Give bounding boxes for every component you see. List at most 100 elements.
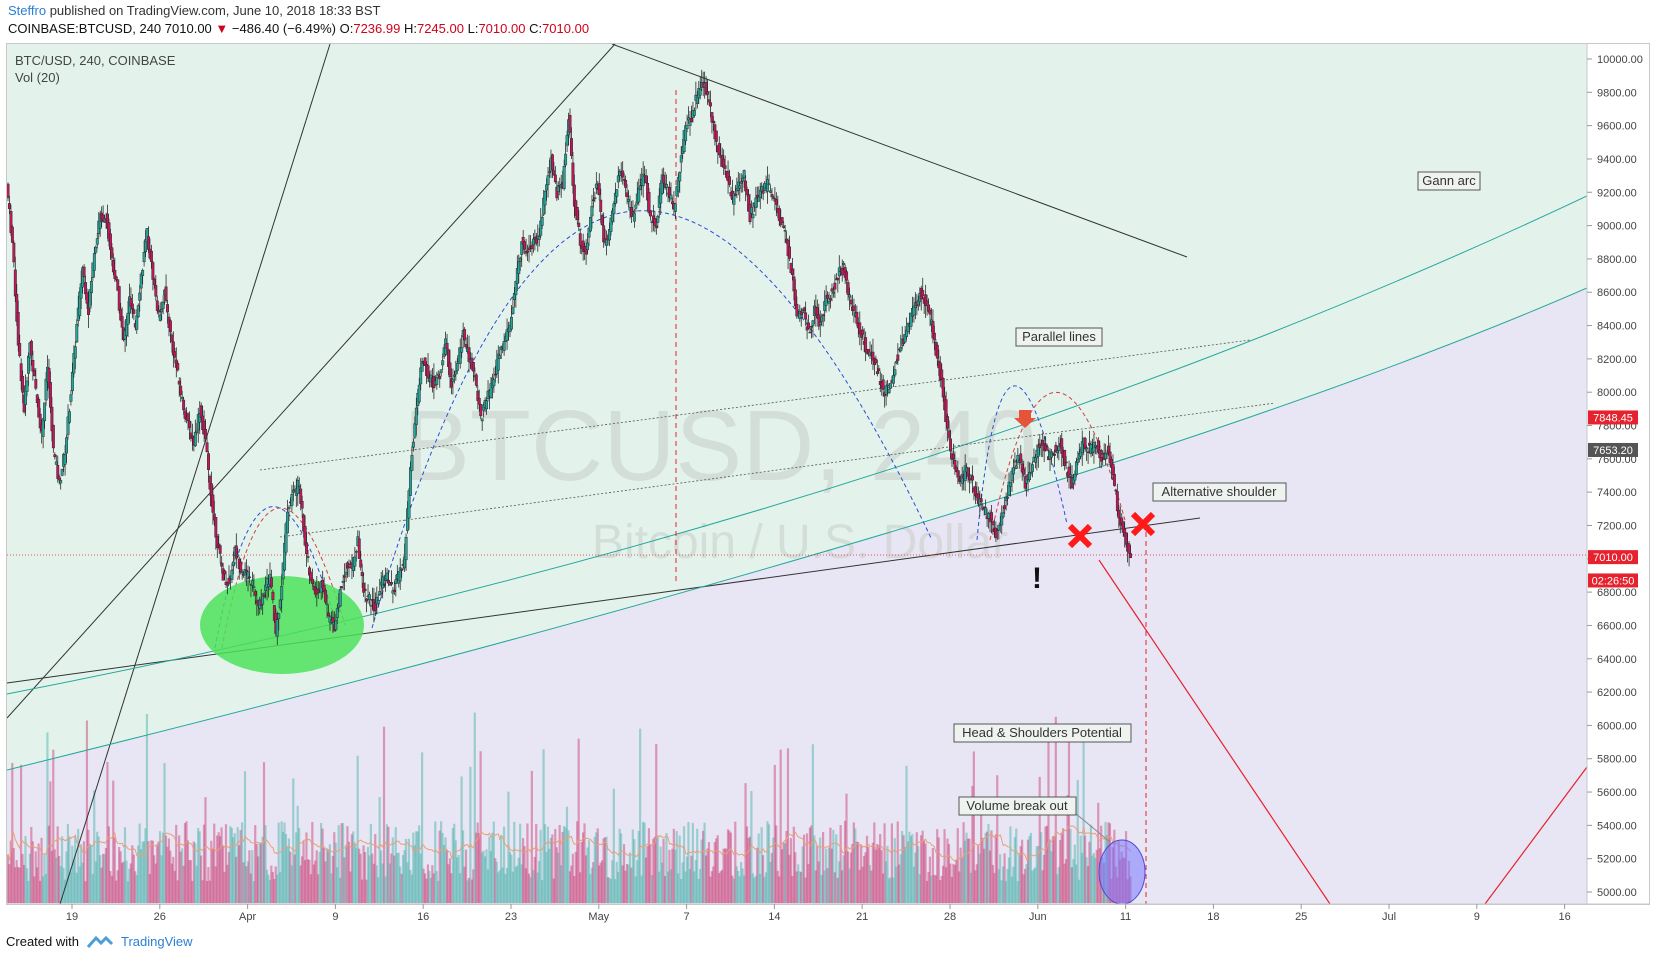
volume-bar xyxy=(1018,853,1021,903)
volume-bar xyxy=(126,881,130,903)
volume-bar xyxy=(991,864,994,903)
candle xyxy=(615,189,619,204)
volume-bar xyxy=(729,832,732,903)
volume-bar xyxy=(633,839,636,903)
volume-bar xyxy=(27,880,30,903)
volume-bar xyxy=(933,874,936,903)
volume-bar xyxy=(123,827,127,903)
author-link[interactable]: Steffro xyxy=(8,3,47,18)
volume-bar xyxy=(328,844,331,903)
volume-bar xyxy=(876,843,879,903)
price-scale[interactable]: 10000.00 9800.00 9600.00 9400.00 9200.00 9000… xyxy=(1587,54,1643,899)
volume-bar xyxy=(802,834,806,903)
volume-bar xyxy=(274,866,277,903)
volume-bar xyxy=(406,862,409,903)
candlesticks xyxy=(7,69,1132,645)
candle xyxy=(420,357,424,372)
volume-bar xyxy=(365,879,368,903)
candle xyxy=(248,566,251,584)
volume-bar xyxy=(1063,863,1066,903)
volume-bar xyxy=(573,876,576,903)
volume-bar xyxy=(100,867,103,903)
candle xyxy=(673,202,677,220)
volume-bar xyxy=(893,838,896,903)
candle xyxy=(56,455,60,483)
volume-bar xyxy=(595,832,598,903)
price-tick-label: 8200.00 xyxy=(1597,354,1637,366)
candle xyxy=(305,531,309,567)
volume-bar xyxy=(754,875,757,903)
volume-bar xyxy=(1092,852,1095,903)
candle xyxy=(108,228,112,261)
candle xyxy=(684,121,688,146)
volume-bar xyxy=(349,871,352,903)
candle xyxy=(590,194,594,229)
volume-bar xyxy=(593,836,596,903)
candle xyxy=(479,403,483,419)
volume-bar xyxy=(543,824,547,903)
volume-bar xyxy=(407,838,411,903)
candle xyxy=(599,188,603,224)
time-scale[interactable]: 19 26 Apr 9 16 23 May 7 14 21 28 Jun 11 18 25 Jul 9 16 xyxy=(66,904,1571,923)
volume-bar xyxy=(306,859,310,903)
volume-bar xyxy=(300,856,304,903)
volume-bar xyxy=(428,870,431,903)
candle xyxy=(698,76,702,100)
volume-bar xyxy=(457,854,460,903)
volume-bar xyxy=(382,726,386,903)
volume-bar xyxy=(710,871,713,903)
candle xyxy=(586,233,590,255)
volume-bar xyxy=(962,822,965,903)
volume-bar xyxy=(554,828,557,903)
volume-bar xyxy=(917,846,920,903)
volume-bar xyxy=(254,825,257,903)
volume-bar xyxy=(943,829,946,903)
volume-bar xyxy=(589,873,592,903)
volume-bar xyxy=(1057,867,1060,903)
candle xyxy=(414,397,418,436)
candle xyxy=(1073,470,1077,486)
volume-bar xyxy=(470,879,473,903)
volume-bar xyxy=(865,835,869,903)
volume-bar xyxy=(663,876,667,903)
time-tick-label: 18 xyxy=(1207,911,1219,923)
candle xyxy=(394,575,398,597)
time-tick-label: 16 xyxy=(417,911,429,923)
price-tick-label: 9200.00 xyxy=(1597,187,1637,199)
volume-bar xyxy=(905,765,908,903)
candle xyxy=(29,339,33,366)
volume-bar xyxy=(1015,828,1018,903)
volume-bar xyxy=(655,744,658,903)
volume-bar xyxy=(608,877,611,903)
price-tick-label: 5400.00 xyxy=(1597,820,1637,832)
volume-bar xyxy=(740,862,743,903)
volume-bar xyxy=(232,837,235,903)
volume-bar xyxy=(661,862,664,903)
cross-icon-2 xyxy=(1130,511,1156,537)
high-value: 7245.00 xyxy=(416,21,464,36)
volume-bar xyxy=(467,877,471,903)
volume-bar xyxy=(500,834,503,903)
candle xyxy=(149,244,153,269)
volume-bar xyxy=(116,870,119,903)
volume-bar xyxy=(1050,851,1053,903)
candle xyxy=(95,233,99,249)
candle xyxy=(136,303,140,319)
candle xyxy=(43,402,47,429)
volume-bar xyxy=(485,849,488,903)
volume-bar xyxy=(1069,828,1072,903)
candle xyxy=(441,353,445,370)
volume-bar xyxy=(703,822,706,903)
volume-bar xyxy=(883,823,886,903)
tradingview-link[interactable]: TradingView xyxy=(120,934,193,949)
volume-bar xyxy=(1029,832,1033,903)
volume-bar xyxy=(675,831,678,903)
volume-bar xyxy=(699,869,702,903)
volume-bar xyxy=(1040,832,1043,903)
candle xyxy=(130,293,134,319)
volume-bar xyxy=(409,869,412,903)
candle xyxy=(1014,459,1018,470)
candle xyxy=(182,396,186,415)
candle xyxy=(404,533,408,571)
